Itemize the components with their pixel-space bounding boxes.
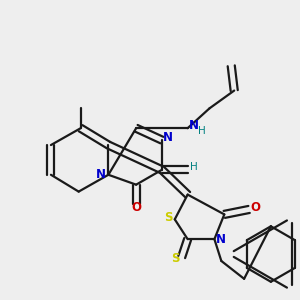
Text: N: N: [163, 130, 173, 144]
Text: N: N: [96, 168, 106, 181]
Text: H: H: [190, 162, 198, 172]
Text: N: N: [216, 233, 226, 246]
Text: S: S: [164, 212, 172, 224]
Text: O: O: [131, 201, 141, 214]
Text: O: O: [250, 202, 260, 214]
Text: H: H: [198, 126, 206, 136]
Text: N: N: [189, 119, 199, 132]
Text: S: S: [171, 252, 179, 265]
